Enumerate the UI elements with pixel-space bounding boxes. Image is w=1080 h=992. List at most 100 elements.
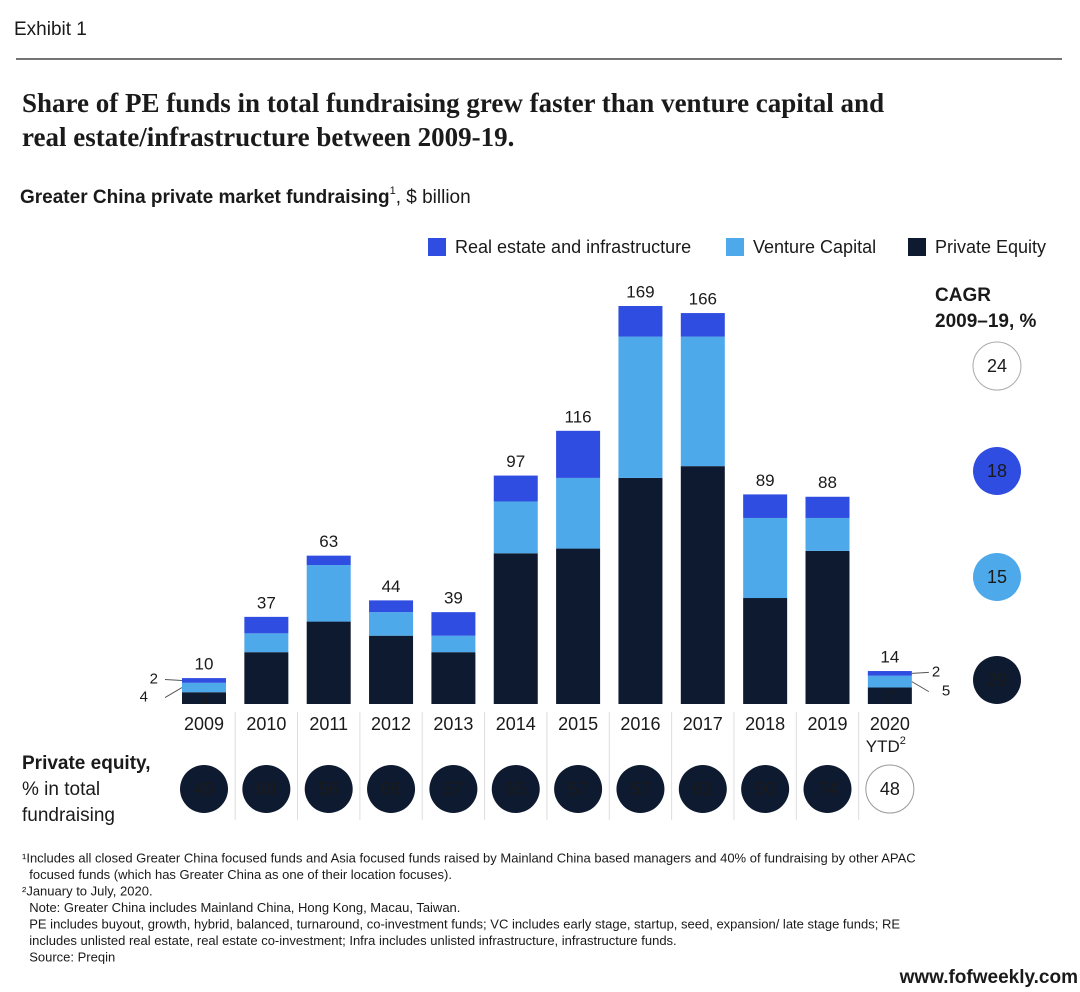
segment-label: 5 — [200, 691, 208, 708]
bar-segment — [493, 475, 538, 502]
total-label: 169 — [626, 282, 654, 301]
share-circle — [304, 765, 353, 813]
bar-segment — [431, 635, 476, 653]
cagr-circle — [973, 656, 1021, 704]
segment-label: 2 — [150, 670, 158, 687]
total-label: 39 — [444, 589, 463, 608]
share-label: % in total — [22, 779, 100, 800]
bar-segment — [743, 598, 788, 704]
subtitle-footnote: 1 — [390, 185, 396, 197]
bar-segment — [805, 496, 850, 518]
x-tick-label: 2010 — [246, 714, 286, 734]
bar-segment — [556, 477, 601, 549]
title-line: real estate/infrastructure between 2009-… — [22, 122, 514, 152]
cagr-title: CAGR — [935, 285, 991, 306]
cagr-value: 29 — [987, 670, 1007, 690]
bar-segment — [431, 612, 476, 636]
footnote: ¹Includes all closed Greater China focus… — [22, 850, 916, 865]
share-label: fundraising — [22, 805, 115, 826]
bar-segment — [680, 313, 725, 337]
total-label: 10 — [195, 655, 214, 674]
share-value: 66 — [381, 779, 401, 799]
x-tick-label: 2019 — [807, 714, 847, 734]
bar-segment — [244, 616, 289, 634]
x-tick-label: 2013 — [433, 714, 473, 734]
legend-swatch — [428, 238, 446, 256]
cagr-circle — [972, 341, 1022, 391]
legend-swatch — [726, 238, 744, 256]
watermark: www.fofweekly.com — [899, 967, 1078, 988]
total-label: 37 — [257, 593, 276, 612]
title-line: Share of PE funds in total fundraising g… — [22, 88, 884, 118]
total-label: 116 — [565, 407, 592, 426]
x-tick-label: 2017 — [683, 714, 723, 734]
bar-segment — [556, 548, 601, 704]
total-label: 89 — [756, 471, 775, 490]
cagr-value: 24 — [987, 356, 1007, 376]
share-circle — [554, 765, 603, 813]
share-circle — [180, 765, 228, 813]
legend-label: Real estate and infrastructure — [455, 237, 691, 257]
footnote: ²January to July, 2020. — [22, 883, 153, 898]
bar-segment — [182, 678, 226, 683]
share-value: 50 — [755, 779, 775, 799]
footnote: focused funds (which has Greater China a… — [22, 867, 452, 882]
bar-segment — [618, 477, 663, 704]
bar-segment — [743, 517, 788, 599]
subtitle: Greater China private market fundraising… — [20, 185, 471, 208]
share-value: 74 — [817, 779, 837, 799]
share-value: 48 — [880, 779, 900, 799]
bar-segment — [805, 550, 850, 704]
subtitle-rest: , $ billion — [396, 187, 471, 208]
exhibit-label: Exhibit 1 — [14, 19, 87, 40]
total-label: 166 — [689, 290, 717, 309]
total-label: 63 — [319, 532, 338, 551]
bar-segment — [618, 336, 663, 478]
leader-line — [164, 687, 183, 698]
legend-swatch — [908, 238, 926, 256]
share-circle — [678, 765, 727, 813]
ytd-label: YTD2 — [866, 735, 906, 757]
x-tick-label: 2018 — [745, 714, 785, 734]
footnote: Source: Preqin — [22, 949, 115, 964]
leader-line — [911, 681, 930, 693]
bar-segment — [369, 612, 414, 636]
cagr-circle — [973, 447, 1021, 495]
share-value: 61 — [693, 779, 713, 799]
bar-segment — [306, 621, 351, 704]
share-value: 57 — [443, 779, 463, 799]
segment-label: 5 — [942, 683, 950, 700]
bar-segment — [743, 494, 788, 518]
x-tick-label: 2012 — [371, 714, 411, 734]
leader-line — [911, 671, 929, 674]
share-circle — [865, 764, 915, 814]
ytd-footnote: 2 — [900, 735, 906, 747]
ytd-text: YTD — [866, 737, 900, 756]
total-label: 97 — [506, 452, 525, 471]
bar-segment — [431, 652, 476, 704]
x-tick-label: 2020 — [870, 714, 910, 734]
subtitle-bold: Greater China private market fundraising — [20, 187, 390, 208]
bar-segment — [618, 306, 663, 337]
bar-segment — [244, 652, 289, 704]
share-circle — [367, 765, 416, 813]
total-label: 88 — [818, 473, 837, 492]
x-tick-label: 2014 — [496, 714, 536, 734]
footnote: Note: Greater China includes Mainland Ch… — [22, 900, 460, 915]
segment-label: 7 — [886, 689, 894, 706]
share-label: Private equity, — [22, 753, 150, 774]
x-tick-label: 2015 — [558, 714, 598, 734]
total-label: 14 — [880, 648, 899, 667]
footnote: includes unlisted real estate, real esta… — [22, 933, 677, 948]
legend-label: Venture Capital — [753, 237, 876, 257]
share-circle — [616, 765, 665, 813]
x-tick-label: 2016 — [620, 714, 660, 734]
bar-segment — [867, 671, 912, 676]
bar-segment — [556, 430, 601, 478]
share-circle — [429, 765, 478, 813]
legend-label: Private Equity — [935, 237, 1046, 257]
bar-segment — [369, 635, 414, 704]
leader-line — [164, 678, 183, 681]
bar-segment — [867, 687, 912, 704]
